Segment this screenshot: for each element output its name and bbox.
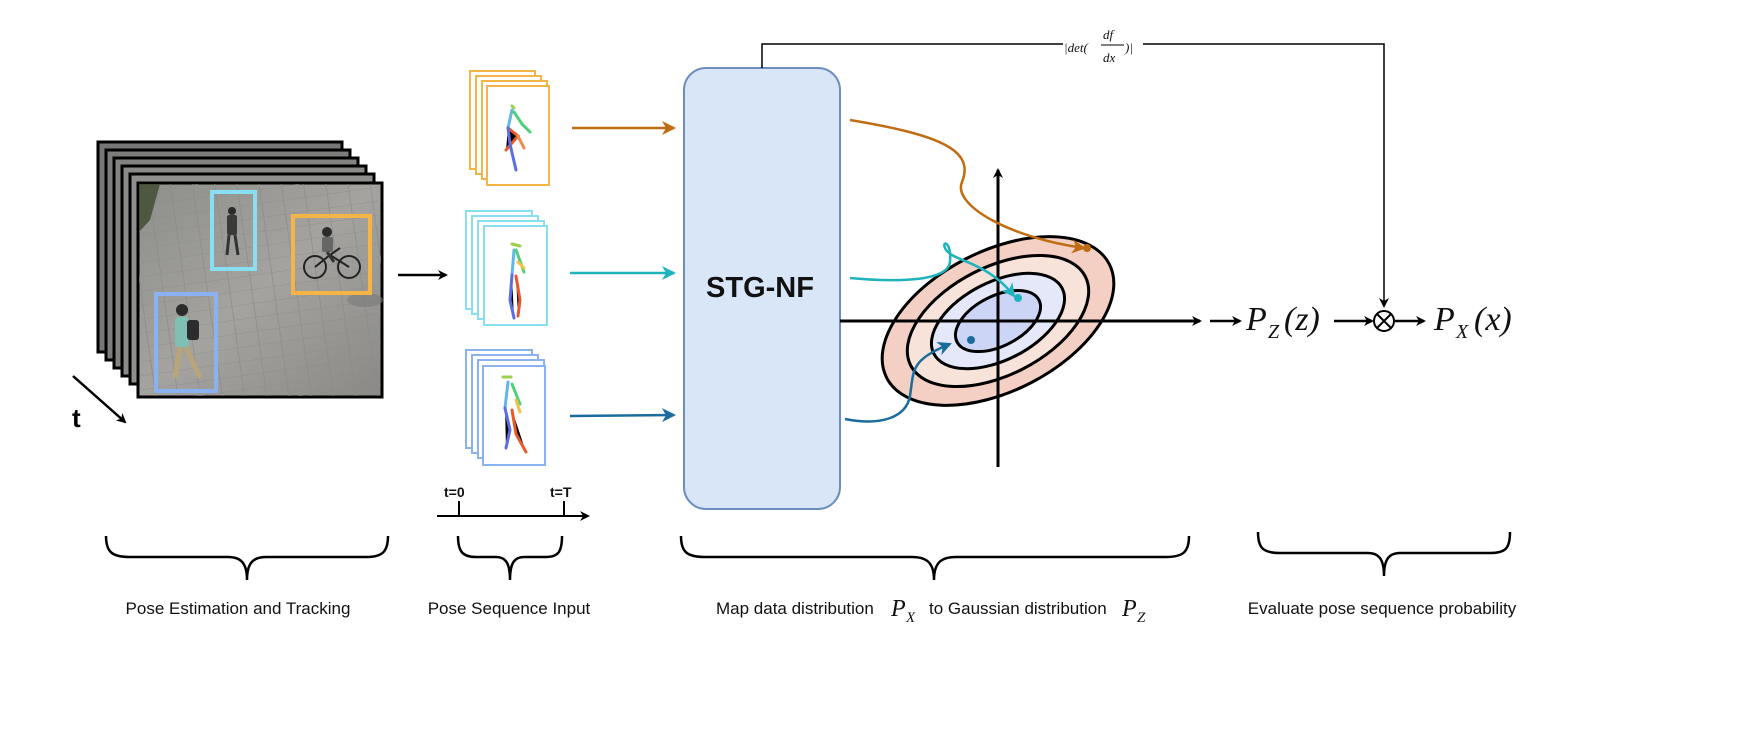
time-start-label: t=0	[444, 484, 465, 500]
person-icon	[225, 207, 240, 256]
map-curve-orange	[849, 118, 1086, 254]
pose-skeleton-icon	[508, 242, 526, 320]
model-label-pz-sub: Z	[1137, 610, 1146, 626]
brace-icon	[456, 535, 564, 581]
camera-frame-front	[136, 181, 384, 399]
brace-icon	[1256, 531, 1512, 577]
pose-stack-cyan	[465, 210, 548, 326]
stage-label-model: Map data distribution P X to Gaussian di…	[716, 596, 1146, 626]
camera-frame-stack: t	[72, 140, 384, 433]
brace-icon	[679, 535, 1191, 581]
tracking-box-orange	[291, 214, 372, 295]
model-name: STG-NF	[706, 272, 814, 304]
model-label-mid: to Gaussian distribution	[929, 599, 1107, 618]
evaluation-chain: P Z (z) P X (x)	[1210, 301, 1512, 343]
stage-label-evaluate: Evaluate pose sequence probability	[1248, 599, 1517, 618]
stg-nf-block: STG-NF	[683, 67, 841, 510]
pz-subscript: Z	[1268, 321, 1280, 343]
time-arrow	[72, 375, 127, 424]
pose-time-axis: t=0 t=T	[437, 484, 590, 521]
pz-symbol: P	[1245, 301, 1267, 338]
map-curve-teal	[849, 242, 1016, 298]
px-argument: (x)	[1474, 301, 1512, 338]
cyclist-icon	[303, 227, 361, 279]
pose-stack-blue	[465, 349, 546, 466]
tracking-box-blue	[154, 292, 218, 393]
time-symbol: t	[72, 403, 81, 433]
jacobian-path: |det( df dx )|	[761, 27, 1389, 308]
px-symbol: P	[1433, 301, 1455, 338]
stage-label-tracking: Pose Estimation and Tracking	[126, 599, 351, 618]
model-label-pz: P	[1121, 596, 1137, 622]
tracking-box-cyan	[210, 190, 257, 271]
gaussian-contour-plot	[840, 168, 1202, 467]
pose-skeleton-icon	[504, 104, 532, 172]
jacobian-numerator: df	[1103, 27, 1116, 42]
jacobian-denominator: dx	[1103, 50, 1116, 65]
pose-stack-orange	[469, 70, 550, 186]
jacobian-right: )|	[1124, 40, 1133, 55]
input-arrow-blue	[569, 408, 676, 423]
px-subscript: X	[1455, 321, 1469, 343]
model-label-prefix: Map data distribution	[716, 599, 874, 618]
map-curve-blue	[844, 341, 952, 423]
pose-skeleton-icon	[501, 375, 528, 454]
stage-label-sequence: Pose Sequence Input	[428, 599, 591, 618]
model-label-px: P	[890, 596, 906, 622]
pz-argument: (z)	[1284, 301, 1320, 338]
backpack-person-icon	[172, 304, 203, 380]
time-end-label: t=T	[550, 484, 572, 500]
jacobian-left: |det(	[1064, 40, 1088, 55]
brace-icon	[104, 535, 390, 581]
model-label-px-sub: X	[905, 610, 916, 626]
